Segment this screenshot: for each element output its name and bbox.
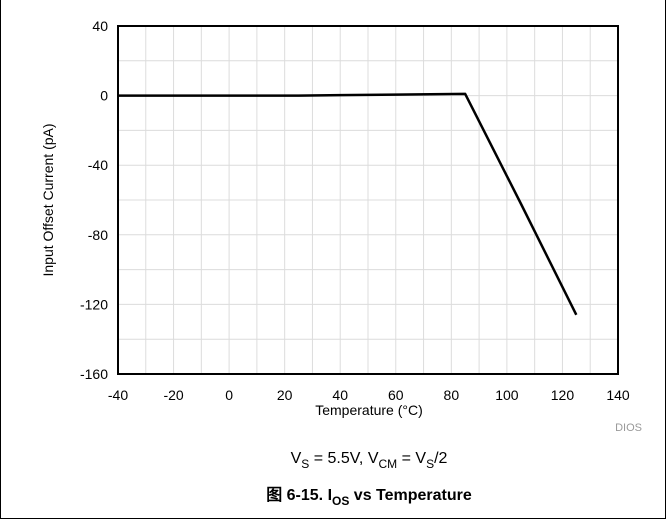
y-tick-label: -160 [80, 366, 108, 382]
test-condition: VS = 5.5V, VCM = VS/2 [291, 450, 448, 471]
y-tick-label: -120 [80, 296, 108, 312]
plot-area-border [117, 25, 619, 375]
vcm-symbol: V [368, 450, 379, 467]
figure-caption: 图 6-15. IOS vs Temperature [266, 486, 472, 508]
series-line-0 [118, 92, 578, 316]
x-tick-label: 120 [551, 387, 575, 403]
caption-prefix: 图 6-15. I [266, 486, 332, 504]
vcm-end: /2 [434, 450, 447, 467]
x-tick-label: 100 [495, 387, 519, 403]
vcm-subscript-s: S [426, 457, 434, 471]
x-tick-label: -20 [163, 387, 183, 403]
y-tick-label: 40 [92, 18, 108, 34]
x-tick-label: 0 [225, 387, 233, 403]
vs-symbol: V [291, 450, 302, 467]
vs-value: = 5.5V, [309, 450, 368, 467]
caption-subscript: OS [332, 494, 349, 508]
y-axis-title: Input Offset Current (pA) [40, 123, 56, 276]
y-tick-label: -40 [88, 157, 108, 173]
series-layer [118, 92, 578, 316]
x-axis-title: Temperature (°C) [315, 402, 423, 418]
x-tick-label: 80 [444, 387, 460, 403]
x-tick-label: 60 [388, 387, 404, 403]
y-tick-label: -80 [88, 227, 108, 243]
tick-labels: -40 -20 0 20 40 60 80 100 120 140 40 0 -40 -80 -120 -16… [80, 18, 630, 403]
caption-suffix: vs Temperature [349, 487, 472, 504]
source-label: DIOS [615, 422, 642, 434]
x-tick-label: -40 [108, 387, 128, 403]
x-tick-label: 20 [277, 387, 293, 403]
x-tick-label: 140 [606, 387, 630, 403]
vs-subscript: S [301, 457, 309, 471]
y-tick-label: 0 [100, 88, 108, 104]
vcm-subscript: CM [379, 457, 398, 471]
x-tick-label: 40 [332, 387, 348, 403]
vcm-mid: = V [397, 450, 426, 467]
